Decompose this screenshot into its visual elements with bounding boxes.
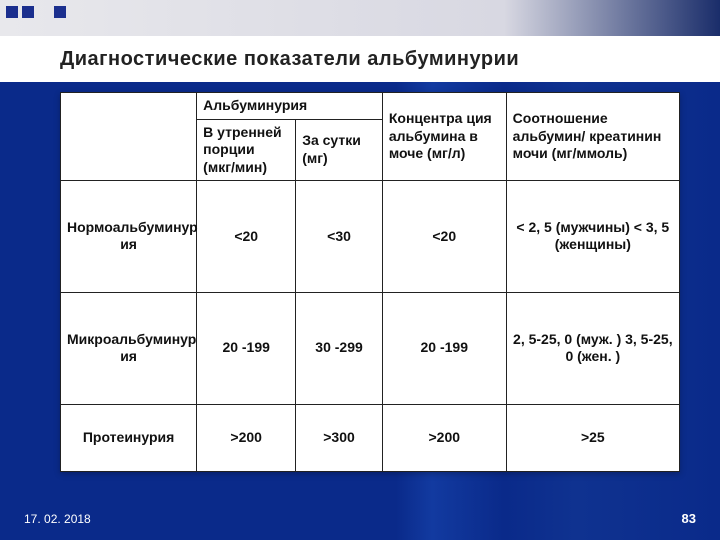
cell: 20 -199 [197, 292, 296, 404]
header-blank [61, 93, 197, 181]
footer-date: 17. 02. 2018 [24, 512, 91, 526]
row-label: Микроальбуминур ия [61, 292, 197, 404]
cell: 2, 5-25, 0 (муж. ) 3, 5-25, 0 (жен. ) [506, 292, 679, 404]
cell: <30 [296, 181, 383, 293]
slide-title: Диагностические показатели альбуминурии [60, 48, 519, 71]
cell: >300 [296, 404, 383, 471]
header-morning: В утренней порции (мкг/мин) [197, 119, 296, 181]
table-header-row: Альбуминурия Концентра ция альбумина в м… [61, 93, 680, 120]
cell: <20 [197, 181, 296, 293]
table-row: Нормоальбуминур ия <20 <30 <20 < 2, 5 (м… [61, 181, 680, 293]
cell: 30 -299 [296, 292, 383, 404]
title-bar: Диагностические показатели альбуминурии [0, 36, 720, 82]
square-icon [54, 6, 66, 18]
footer-page-number: 83 [682, 511, 696, 526]
diagnostic-table: Альбуминурия Концентра ция альбумина в м… [60, 92, 680, 472]
table-row: Микроальбуминур ия 20 -199 30 -299 20 -1… [61, 292, 680, 404]
cell: 20 -199 [382, 292, 506, 404]
header-ratio: Соотношение альбумин/ креатинин мочи (мг… [506, 93, 679, 181]
header-perday: За сутки (мг) [296, 119, 383, 181]
row-label: Протеинурия [61, 404, 197, 471]
slide: Диагностические показатели альбуминурии … [0, 0, 720, 540]
cell: >25 [506, 404, 679, 471]
table-panel: Альбуминурия Концентра ция альбумина в м… [60, 92, 680, 472]
square-icon [6, 6, 18, 18]
cell: < 2, 5 (мужчины) < 3, 5 (женщины) [506, 181, 679, 293]
table-row: Протеинурия >200 >300 >200 >25 [61, 404, 680, 471]
header-concentration: Концентра ция альбумина в моче (мг/л) [382, 93, 506, 181]
header-albuminuria: Альбуминурия [197, 93, 383, 120]
square-icon [22, 6, 34, 18]
cell: >200 [382, 404, 506, 471]
row-label: Нормоальбуминур ия [61, 181, 197, 293]
cell: <20 [382, 181, 506, 293]
decorative-squares [6, 6, 82, 18]
top-bar [0, 0, 720, 36]
cell: >200 [197, 404, 296, 471]
